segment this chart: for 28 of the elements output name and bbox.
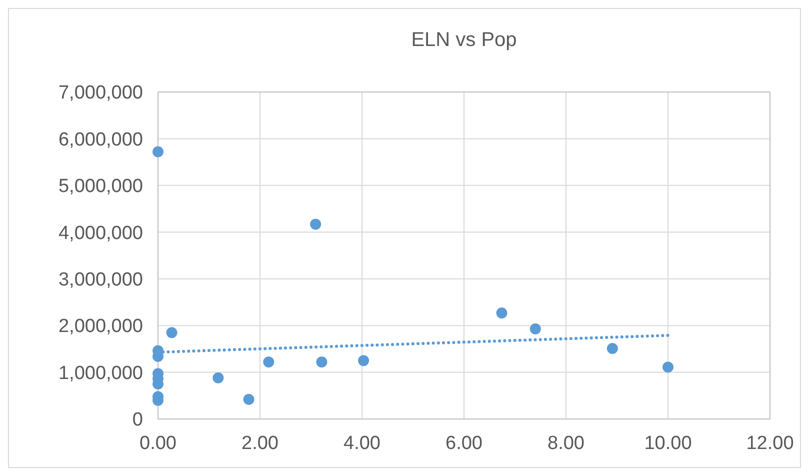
y-tick-label: 6,000,000 — [58, 129, 143, 150]
point — [606, 342, 618, 354]
x-tick-label: 10.00 — [644, 433, 692, 454]
y-tick-label: 5,000,000 — [58, 176, 143, 198]
x-tick-label: 8.00 — [548, 433, 584, 454]
y-tick-label: 0 — [132, 410, 143, 431]
x-tick-label: 4.00 — [344, 433, 380, 454]
point — [662, 362, 674, 373]
y-tick-label: 2,000,000 — [58, 316, 143, 338]
y-tick-label: 1,000,000 — [58, 362, 143, 384]
y-tick-label: 7,000,000 — [58, 82, 143, 104]
x-tick-label: 0.00 — [140, 433, 176, 454]
x-tick-label: 6.00 — [446, 433, 482, 454]
point — [243, 394, 254, 405]
point — [530, 323, 541, 334]
point — [152, 146, 164, 158]
point — [263, 356, 274, 368]
chart-title: ELN vs Pop — [411, 29, 517, 51]
y-tick-label: 3,000,000 — [58, 270, 143, 291]
point — [310, 218, 322, 230]
y-tick-label: 4,000,000 — [58, 222, 143, 244]
point — [166, 327, 178, 338]
x-tick-label: 12.00 — [746, 433, 794, 454]
point — [212, 372, 224, 384]
point — [316, 356, 328, 368]
point — [496, 307, 508, 318]
point — [358, 355, 370, 366]
x-tick-label: 2.00 — [242, 433, 278, 454]
